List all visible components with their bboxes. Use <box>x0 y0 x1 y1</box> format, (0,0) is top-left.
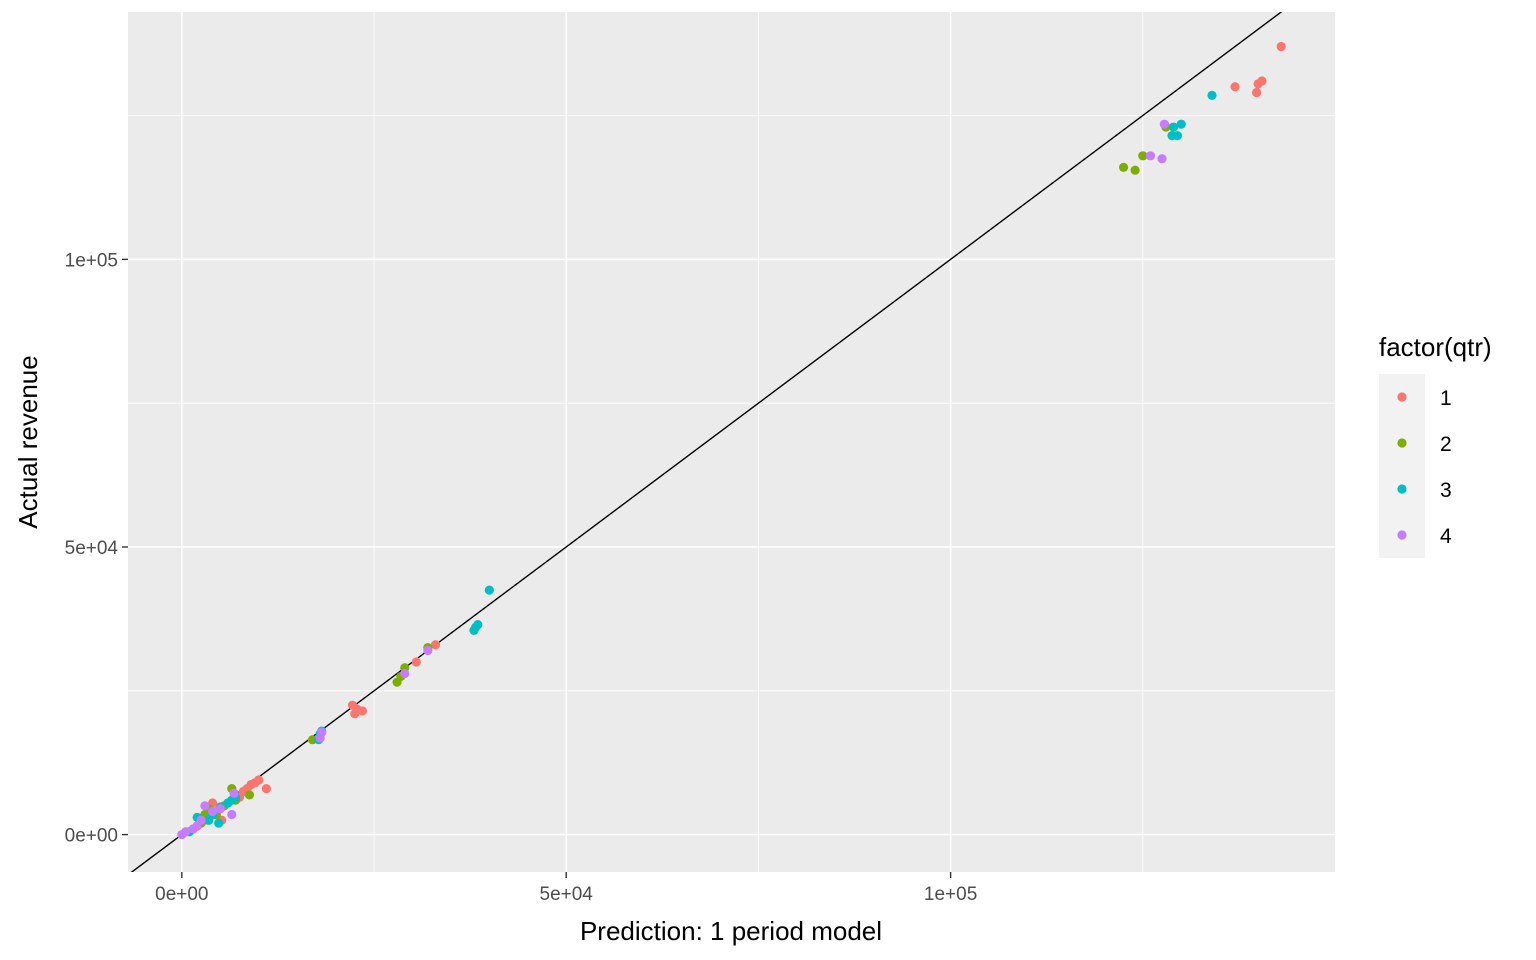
data-point <box>315 733 325 743</box>
data-point <box>392 677 402 687</box>
data-point <box>484 585 494 595</box>
x-axis-title: Prediction: 1 period model <box>580 916 882 946</box>
legend-key <box>1397 438 1407 448</box>
grid-major <box>128 12 1335 872</box>
series-4 <box>177 119 1169 840</box>
data-point <box>227 795 237 805</box>
data-point <box>1130 165 1140 175</box>
data-point <box>400 668 410 679</box>
points-layer <box>177 41 1286 840</box>
data-point <box>423 645 433 656</box>
data-point <box>200 801 210 811</box>
data-point <box>1276 41 1286 52</box>
legend-item-1: 1 <box>1397 387 1452 410</box>
plot-panel <box>128 12 1335 872</box>
data-point <box>469 625 479 635</box>
data-point <box>207 806 218 817</box>
legend-items: 1 2 3 4 <box>1397 387 1452 548</box>
data-point <box>261 783 271 794</box>
data-point <box>411 657 421 667</box>
data-point <box>1207 90 1217 101</box>
legend-key <box>1397 392 1407 402</box>
data-point <box>188 824 198 834</box>
legend-label: 4 <box>1440 525 1452 548</box>
y-axis-title: Actual revenue <box>13 355 43 528</box>
legend-label: 1 <box>1440 387 1452 410</box>
legend-label: 3 <box>1440 479 1452 502</box>
data-point <box>1251 87 1262 98</box>
data-point <box>229 788 239 798</box>
data-point <box>244 790 255 800</box>
data-point <box>214 818 224 828</box>
legend: factor(qtr) 1 2 3 4 <box>1379 332 1492 558</box>
x-tick-label: 5e+04 <box>540 884 594 905</box>
legend-key <box>1397 530 1407 540</box>
data-point <box>204 815 214 825</box>
data-point <box>1230 82 1240 92</box>
legend-label: 2 <box>1440 433 1452 456</box>
data-point <box>347 700 358 710</box>
data-point <box>1176 119 1186 129</box>
data-point <box>1118 162 1129 172</box>
y-tick-label: 5e+04 <box>65 538 119 559</box>
data-point <box>177 830 187 840</box>
legend-key <box>1397 484 1407 494</box>
data-point <box>1159 119 1169 129</box>
data-point <box>1138 151 1148 161</box>
legend-item-3: 3 <box>1397 479 1452 502</box>
data-point <box>227 809 237 820</box>
data-point <box>1168 122 1179 132</box>
data-point <box>1145 151 1156 161</box>
legend-item-2: 2 <box>1397 433 1452 456</box>
x-tick-label: 1e+05 <box>924 884 977 905</box>
data-point <box>1157 154 1167 164</box>
legend-item-4: 4 <box>1397 525 1452 548</box>
data-point <box>215 804 225 814</box>
y-tick-label: 0e+00 <box>65 826 118 847</box>
data-point <box>1167 131 1177 141</box>
x-axis: 0e+00 5e+04 1e+05 <box>155 872 977 905</box>
x-tick-label: 0e+00 <box>155 884 208 905</box>
y-axis: 0e+00 5e+04 1e+05 <box>65 250 128 847</box>
legend-key-background <box>1379 374 1425 558</box>
data-point <box>350 709 360 719</box>
legend-title: factor(qtr) <box>1379 332 1492 362</box>
data-point <box>430 640 441 650</box>
data-point <box>1253 79 1263 89</box>
reference-line-layer <box>130 12 1283 872</box>
y-tick-label: 1e+05 <box>65 250 118 271</box>
reference-line <box>130 12 1283 872</box>
